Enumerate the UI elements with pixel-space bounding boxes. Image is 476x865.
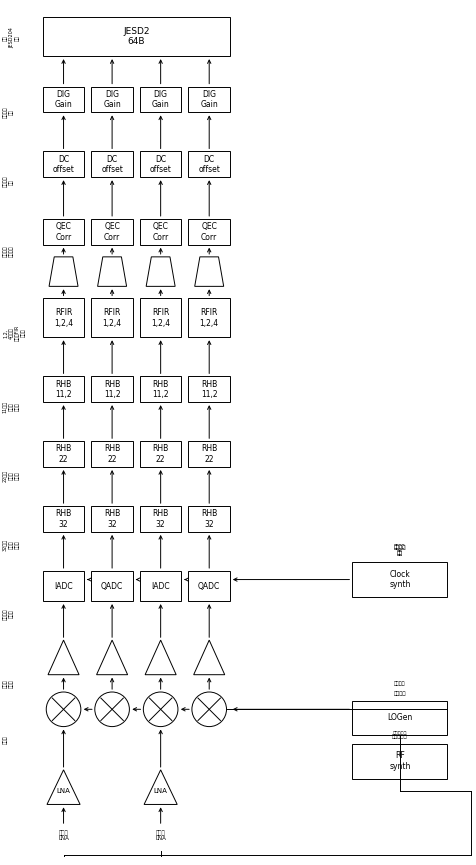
Text: 时钟整合
电路: 时钟整合 电路 bbox=[394, 546, 406, 556]
Text: DC
offset: DC offset bbox=[198, 155, 220, 174]
Text: DIG
Gain: DIG Gain bbox=[103, 90, 121, 109]
Text: RHB
22: RHB 22 bbox=[55, 445, 72, 464]
Text: IADC: IADC bbox=[54, 581, 73, 591]
Bar bbox=[43, 298, 84, 337]
Bar bbox=[43, 376, 84, 402]
Text: RHB
32: RHB 32 bbox=[201, 509, 218, 529]
Text: DC
offset: DC offset bbox=[101, 155, 123, 174]
Bar bbox=[91, 441, 133, 467]
Text: RHB
11,2: RHB 11,2 bbox=[55, 380, 72, 399]
Bar bbox=[91, 151, 133, 177]
Text: 混频器: 混频器 bbox=[3, 735, 8, 744]
Text: RHB
22: RHB 22 bbox=[201, 445, 218, 464]
Text: RF
synth: RF synth bbox=[389, 752, 410, 771]
Bar bbox=[91, 86, 133, 112]
Text: RHB
11,2: RHB 11,2 bbox=[104, 380, 120, 399]
Bar bbox=[140, 441, 181, 467]
Text: JESD2
64B: JESD2 64B bbox=[123, 27, 149, 47]
Text: DIG
Gain: DIG Gain bbox=[55, 90, 72, 109]
Text: 22倍半
带抽取
滤波器: 22倍半 带抽取 滤波器 bbox=[3, 470, 20, 482]
Bar bbox=[188, 86, 230, 112]
Bar bbox=[140, 298, 181, 337]
Text: LNA: LNA bbox=[57, 788, 70, 794]
Bar bbox=[91, 298, 133, 337]
Text: RFIR
1,2,4: RFIR 1,2,4 bbox=[102, 308, 122, 328]
Text: QADC: QADC bbox=[198, 581, 220, 591]
Text: 本振产生: 本振产生 bbox=[394, 681, 406, 686]
Text: 数字増益
放大: 数字増益 放大 bbox=[3, 106, 14, 119]
Text: 频率综合器: 频率综合器 bbox=[393, 731, 407, 736]
Bar bbox=[140, 571, 181, 601]
Text: 逐渐逼近
模数变: 逐渐逼近 模数变 bbox=[3, 608, 14, 620]
Text: 正交校正
交叉校正: 正交校正 交叉校正 bbox=[3, 245, 14, 257]
Text: DIG
Gain: DIG Gain bbox=[200, 90, 218, 109]
Text: RFIR
1,2,4: RFIR 1,2,4 bbox=[199, 308, 219, 328]
Text: 11倍半
带抽取
滤波器: 11倍半 带抽取 滤波器 bbox=[3, 400, 20, 413]
Text: LOGen: LOGen bbox=[387, 714, 413, 722]
Bar bbox=[140, 151, 181, 177]
Bar bbox=[91, 571, 133, 601]
Text: 1,2,
4倍抽取
可编程FIR
滤波器: 1,2, 4倍抽取 可编程FIR 滤波器 bbox=[3, 325, 25, 341]
Bar bbox=[352, 744, 447, 778]
Bar bbox=[91, 219, 133, 245]
Text: RHB
11,2: RHB 11,2 bbox=[201, 380, 218, 399]
Bar bbox=[140, 219, 181, 245]
Text: RHB
11,2: RHB 11,2 bbox=[152, 380, 169, 399]
Text: LNA: LNA bbox=[154, 788, 168, 794]
Text: 直流偏置
校正: 直流偏置 校正 bbox=[3, 176, 14, 188]
Bar bbox=[43, 151, 84, 177]
Bar bbox=[188, 441, 230, 467]
Bar bbox=[43, 441, 84, 467]
Text: RHB
32: RHB 32 bbox=[152, 509, 169, 529]
Bar bbox=[43, 506, 84, 532]
Bar bbox=[352, 701, 447, 735]
Text: DC
offset: DC offset bbox=[150, 155, 171, 174]
Text: 高速
JESD204
接口: 高速 JESD204 接口 bbox=[3, 28, 20, 48]
Text: 本振产生: 本振产生 bbox=[394, 690, 406, 695]
Text: RHB
22: RHB 22 bbox=[104, 445, 120, 464]
Text: 放大器
LNA: 放大器 LNA bbox=[58, 830, 69, 842]
Text: Clock
synth: Clock synth bbox=[389, 570, 410, 589]
Text: QEC
Corr: QEC Corr bbox=[201, 222, 218, 241]
Bar bbox=[188, 571, 230, 601]
Text: 32倍半
带抽取
滤波器: 32倍半 带抽取 滤波器 bbox=[3, 539, 20, 551]
Text: RHB
22: RHB 22 bbox=[152, 445, 169, 464]
Bar bbox=[188, 506, 230, 532]
Text: QADC: QADC bbox=[101, 581, 123, 591]
Text: 放大器
LNA: 放大器 LNA bbox=[155, 830, 166, 842]
Bar bbox=[43, 219, 84, 245]
Text: QEC
Corr: QEC Corr bbox=[104, 222, 120, 241]
Text: RFIR
1,2,4: RFIR 1,2,4 bbox=[151, 308, 170, 328]
Text: RHB
32: RHB 32 bbox=[55, 509, 72, 529]
Text: RHB
32: RHB 32 bbox=[104, 509, 120, 529]
Text: QEC
Corr: QEC Corr bbox=[152, 222, 169, 241]
Bar bbox=[140, 506, 181, 532]
Text: QEC
Corr: QEC Corr bbox=[55, 222, 72, 241]
Text: 时钟整合
电路: 时钟整合 电路 bbox=[394, 544, 406, 554]
Bar bbox=[188, 219, 230, 245]
Bar bbox=[91, 376, 133, 402]
Bar bbox=[188, 298, 230, 337]
Bar bbox=[140, 376, 181, 402]
Text: DIG
Gain: DIG Gain bbox=[152, 90, 169, 109]
Text: 低噪声
放大器: 低噪声 放大器 bbox=[3, 679, 14, 688]
Bar bbox=[43, 86, 84, 112]
Bar bbox=[43, 571, 84, 601]
Bar bbox=[43, 17, 230, 56]
Bar bbox=[91, 506, 133, 532]
Bar bbox=[140, 86, 181, 112]
Bar bbox=[188, 151, 230, 177]
Text: RFIR
1,2,4: RFIR 1,2,4 bbox=[54, 308, 73, 328]
Text: IADC: IADC bbox=[151, 581, 170, 591]
Text: 频率综合器: 频率综合器 bbox=[392, 734, 407, 739]
Text: DC
offset: DC offset bbox=[53, 155, 74, 174]
Bar bbox=[188, 376, 230, 402]
Bar bbox=[352, 562, 447, 597]
